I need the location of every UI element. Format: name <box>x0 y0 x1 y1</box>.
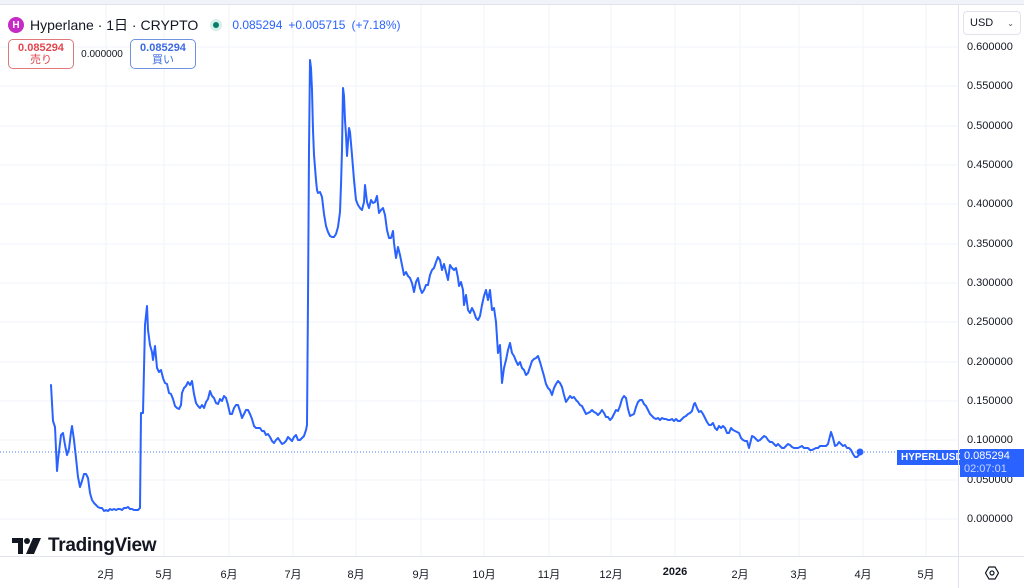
chevron-down-icon: ⌄ <box>1007 18 1014 28</box>
y-tick: 0.600000 <box>967 41 1013 53</box>
gear-icon <box>984 565 999 580</box>
chart-legend: H Hyperlane · 1日 · CRYPTO 0.085294 +0.005… <box>8 15 406 35</box>
last-price-tag: 0.085294 02:07:01 <box>960 449 1024 477</box>
y-tick: 0.350000 <box>967 238 1013 250</box>
y-tick: 0.400000 <box>967 198 1013 210</box>
trade-buttons: 0.085294 売り 0.000000 0.085294 買い <box>8 39 196 69</box>
y-tick: 0.450000 <box>967 159 1013 171</box>
buy-button[interactable]: 0.085294 買い <box>130 39 196 69</box>
x-tick: 9月 <box>412 569 430 581</box>
price-scale[interactable]: USD ⌄ 0.600000 0.550000 0.500000 0.45000… <box>958 5 1024 556</box>
y-tick: 0.200000 <box>967 356 1013 368</box>
y-tick: 0.050000 <box>967 474 1013 486</box>
hyperlane-logo-icon: H <box>8 17 24 33</box>
x-tick: 12月 <box>599 569 623 581</box>
horizontal-grid <box>0 46 958 520</box>
price-change-info: 0.085294 +0.005715 (+7.18%) <box>232 18 406 32</box>
y-tick: 0.550000 <box>967 80 1013 92</box>
buy-price: 0.085294 <box>140 42 186 54</box>
last-price-tag-value: 0.085294 <box>964 450 1010 462</box>
symbol-title[interactable]: Hyperlane · 1日 · CRYPTO <box>30 17 199 33</box>
x-tick: 6月 <box>220 569 238 581</box>
x-tick: 5月 <box>155 569 173 581</box>
time-scale[interactable]: 2月 5月 6月 7月 8月 9月 10月 11月 12月 2026 2月 3月… <box>0 556 958 588</box>
change-value: +0.005715 <box>288 18 346 32</box>
tradingview-logo-text: TradingView <box>48 535 157 556</box>
y-tick: 0.150000 <box>967 395 1013 407</box>
sell-button[interactable]: 0.085294 売り <box>8 39 74 69</box>
x-tick: 2月 <box>97 569 115 581</box>
y-tick: 0.300000 <box>967 277 1013 289</box>
currency-selector[interactable]: USD ⌄ <box>963 11 1021 35</box>
x-tick: 8月 <box>347 569 365 581</box>
y-tick: 0.100000 <box>967 434 1013 446</box>
x-tick: 5月 <box>917 569 935 581</box>
x-tick: 7月 <box>284 569 302 581</box>
price-line-chart <box>0 5 958 556</box>
last-price-dot <box>856 448 864 456</box>
buy-label: 買い <box>152 54 174 66</box>
tradingview-logo[interactable]: TradingView <box>12 535 157 557</box>
y-tick: 0.250000 <box>967 316 1013 328</box>
bar-countdown: 02:07:01 <box>964 463 1007 475</box>
x-tick: 11月 <box>537 569 561 581</box>
x-tick: 2月 <box>731 569 749 581</box>
market-open-status-icon[interactable] <box>210 19 223 31</box>
x-tick: 4月 <box>854 569 872 581</box>
currency-label: USD <box>970 17 994 29</box>
x-tick: 3月 <box>790 569 808 581</box>
y-tick: 0.000000 <box>967 513 1013 525</box>
x-tick-year: 2026 <box>662 566 688 578</box>
chart-settings-button[interactable] <box>958 556 1024 588</box>
chart-frame <box>0 4 1024 588</box>
symbol-price-label: HYPERLUSD <box>897 450 967 465</box>
sell-label: 売り <box>30 54 52 66</box>
price-series <box>50 59 861 512</box>
spread-value: 0.000000 <box>81 48 123 60</box>
tradingview-logo-icon <box>12 538 41 554</box>
top-border <box>0 0 1024 4</box>
vertical-grid <box>105 5 927 556</box>
y-tick: 0.500000 <box>967 120 1013 132</box>
chart-plot-area[interactable]: H Hyperlane · 1日 · CRYPTO 0.085294 +0.005… <box>0 5 967 557</box>
sell-price: 0.085294 <box>18 42 64 54</box>
last-price-value: 0.085294 <box>232 18 283 32</box>
x-tick: 10月 <box>472 569 496 581</box>
change-percent: (+7.18%) <box>351 18 401 32</box>
